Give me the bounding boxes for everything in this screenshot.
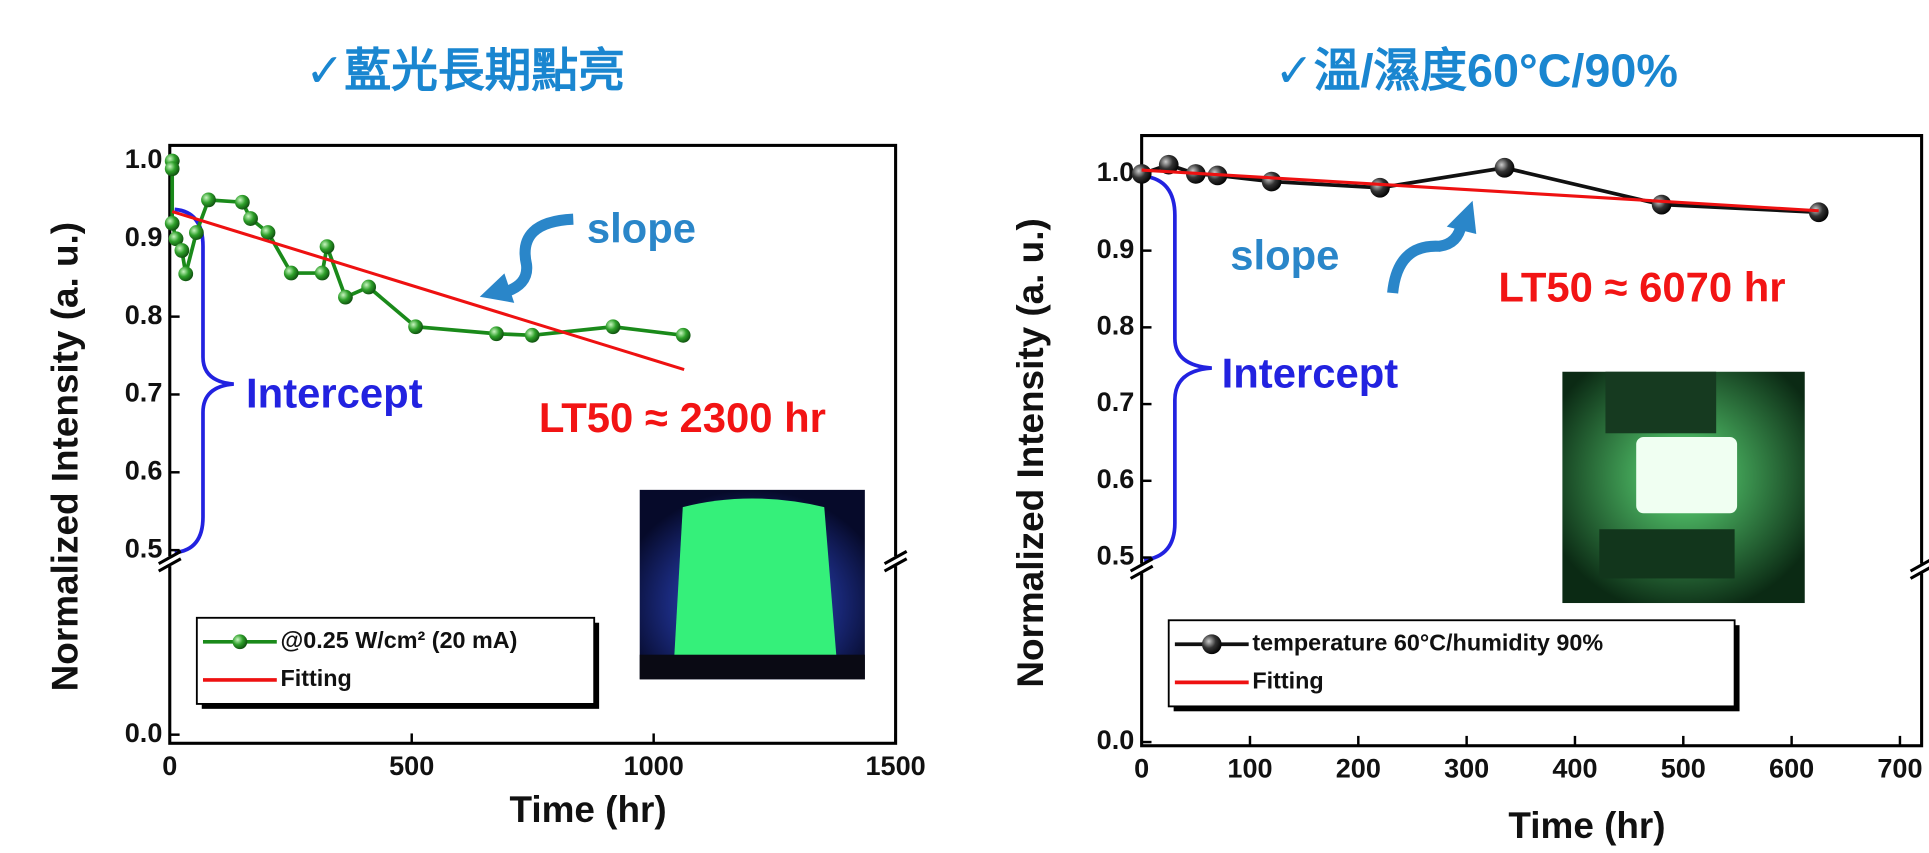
x-tick-label: 300: [1444, 753, 1489, 783]
x-tick-label: 500: [389, 751, 434, 781]
data-point: [489, 326, 504, 341]
series-line: [1142, 170, 1819, 211]
x-tick-label: 1500: [866, 751, 926, 781]
inset-photo: [1562, 372, 1804, 603]
y-tick-label: 0.7: [125, 378, 163, 408]
y-tick-label: 0.7: [1097, 387, 1135, 417]
y-tick-label: 0.6: [1097, 464, 1135, 494]
slope-label: slope: [1230, 232, 1339, 279]
data-point: [201, 192, 216, 207]
legend-label: @0.25 W/cm² (20 mA): [280, 627, 517, 653]
data-point: [243, 211, 258, 226]
data-point: [235, 195, 250, 210]
data-point: [1370, 178, 1390, 198]
data-point: [361, 280, 376, 295]
data-point: [261, 225, 276, 240]
x-tick-label: 700: [1877, 753, 1922, 783]
data-point: [676, 328, 691, 343]
y-tick-label: 0.8: [1097, 310, 1135, 340]
y-axis-label: Normalized Intensity (a. u.): [44, 222, 85, 691]
y-tick-label: 0.6: [125, 455, 163, 485]
x-tick-label: 600: [1769, 753, 1814, 783]
data-point: [284, 266, 299, 281]
x-axis-label: Time (hr): [1508, 805, 1665, 846]
lt50-label: LT50 ≈ 6070 hr: [1498, 264, 1785, 311]
data-point: [174, 243, 189, 258]
y-tick-label: 1.0: [125, 144, 163, 174]
intercept-label: Intercept: [1222, 350, 1399, 397]
data-point: [1262, 172, 1282, 192]
data-point: [178, 266, 193, 281]
legend-marker: [1202, 634, 1222, 654]
x-tick-label: 100: [1227, 753, 1272, 783]
slope-arrow: [1393, 224, 1462, 293]
data-point: [408, 319, 423, 334]
chart-title: ✓溫/濕度60°C/90%: [1275, 44, 1678, 96]
data-point: [1652, 195, 1672, 215]
legend-label: temperature 60°C/humidity 90%: [1252, 629, 1603, 655]
y-axis-label: Normalized Intensity (a. u.): [1010, 218, 1051, 687]
page: ✓藍光長期點亮0.00.50.60.70.80.91.0050010001500…: [0, 0, 1929, 853]
data-point: [606, 319, 621, 334]
y-tick-label: 1.0: [1097, 157, 1135, 187]
x-axis-label: Time (hr): [509, 789, 666, 830]
y-tick-label: 0.0: [1097, 725, 1135, 755]
chart-title: ✓藍光長期點亮: [305, 44, 625, 96]
y-tick-label: 0.5: [1097, 541, 1135, 571]
data-point: [1495, 158, 1515, 178]
inset-photo: [640, 490, 865, 679]
y-tick-label: 0.0: [125, 718, 163, 748]
slope-label: slope: [587, 205, 696, 252]
data-point: [189, 225, 204, 240]
y-tick-label: 0.9: [1097, 234, 1135, 264]
data-point: [1132, 164, 1152, 184]
data-point: [165, 216, 180, 231]
slope-arrow: [502, 219, 573, 293]
legend-label: Fitting: [1252, 668, 1323, 694]
legend-label: Fitting: [280, 665, 351, 691]
y-tick-label: 0.8: [125, 300, 163, 330]
x-tick-label: 0: [162, 751, 177, 781]
legend-marker: [233, 634, 248, 649]
data-point: [1809, 202, 1829, 222]
slope-arrow: [480, 273, 514, 303]
intercept-label: Intercept: [246, 369, 423, 416]
data-point: [165, 161, 180, 176]
x-tick-label: 400: [1552, 753, 1597, 783]
x-tick-label: 200: [1336, 753, 1381, 783]
x-tick-label: 0: [1134, 753, 1149, 783]
x-tick-label: 1000: [624, 751, 684, 781]
intercept-brace: [1144, 176, 1212, 560]
lt50-label: LT50 ≈ 2300 hr: [539, 394, 826, 441]
data-point: [338, 290, 353, 305]
data-point: [320, 239, 335, 254]
data-point: [525, 328, 540, 343]
slope-arrow: [1447, 201, 1477, 234]
y-tick-label: 0.9: [125, 222, 163, 252]
y-tick-label: 0.5: [125, 533, 163, 563]
data-point: [315, 266, 330, 281]
x-tick-label: 500: [1661, 753, 1706, 783]
